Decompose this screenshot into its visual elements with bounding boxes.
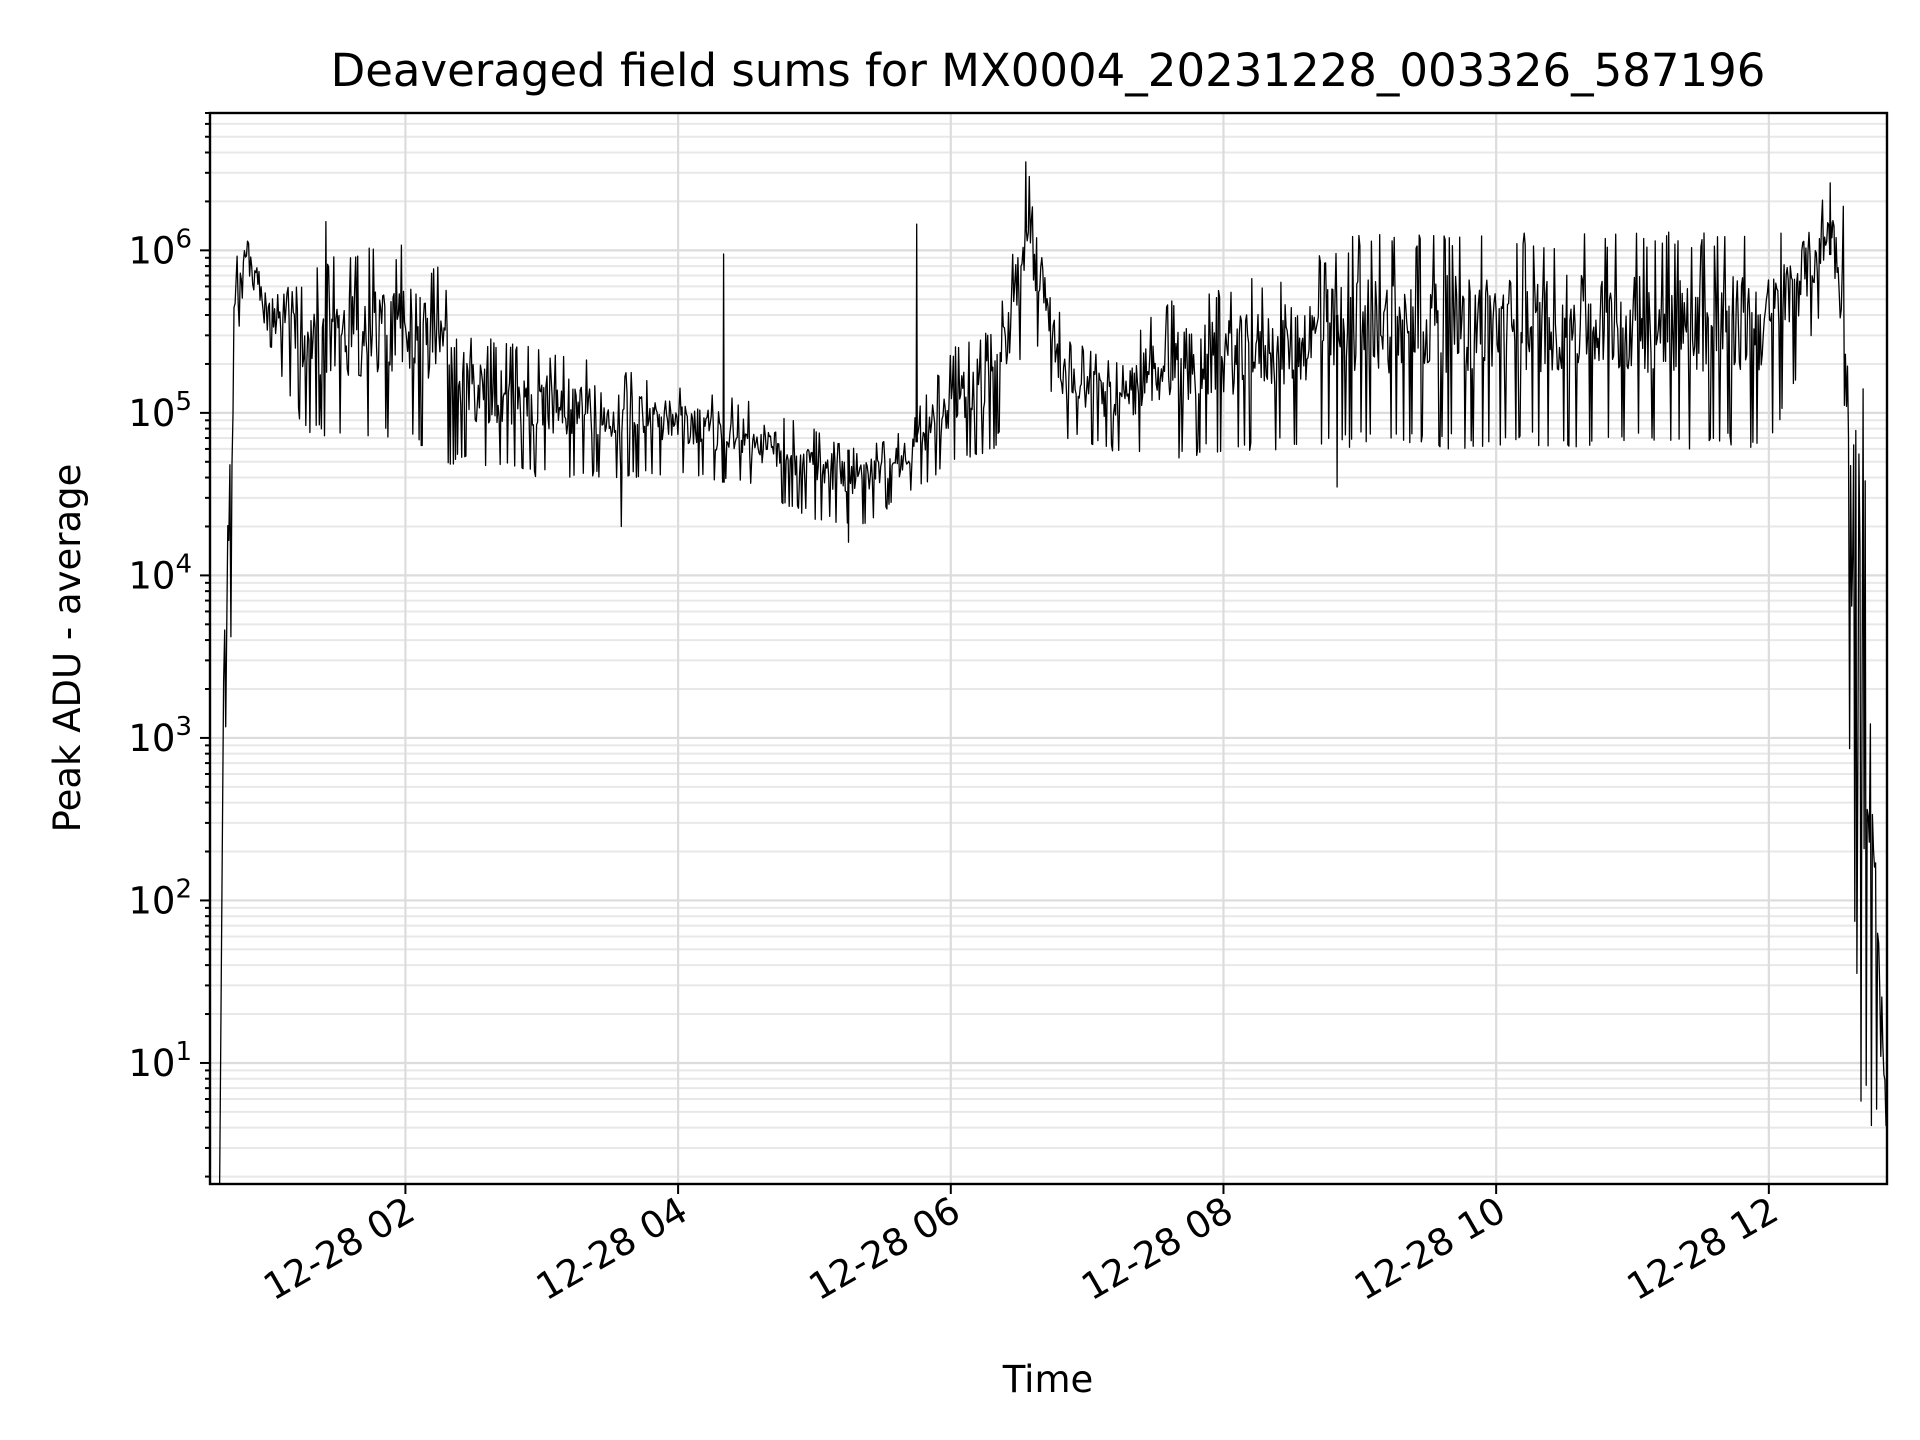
series-line: [218, 161, 1887, 1184]
y-axis-label: Peak ADU - average: [46, 464, 89, 833]
y-tick-label: 105: [128, 387, 192, 435]
plot-frame: [208, 111, 1889, 1186]
series-layer: [218, 161, 1887, 1184]
x-axis-label: Time: [1002, 1358, 1094, 1401]
chart-title: Deaveraged field sums for MX0004_2023122…: [331, 44, 1766, 97]
